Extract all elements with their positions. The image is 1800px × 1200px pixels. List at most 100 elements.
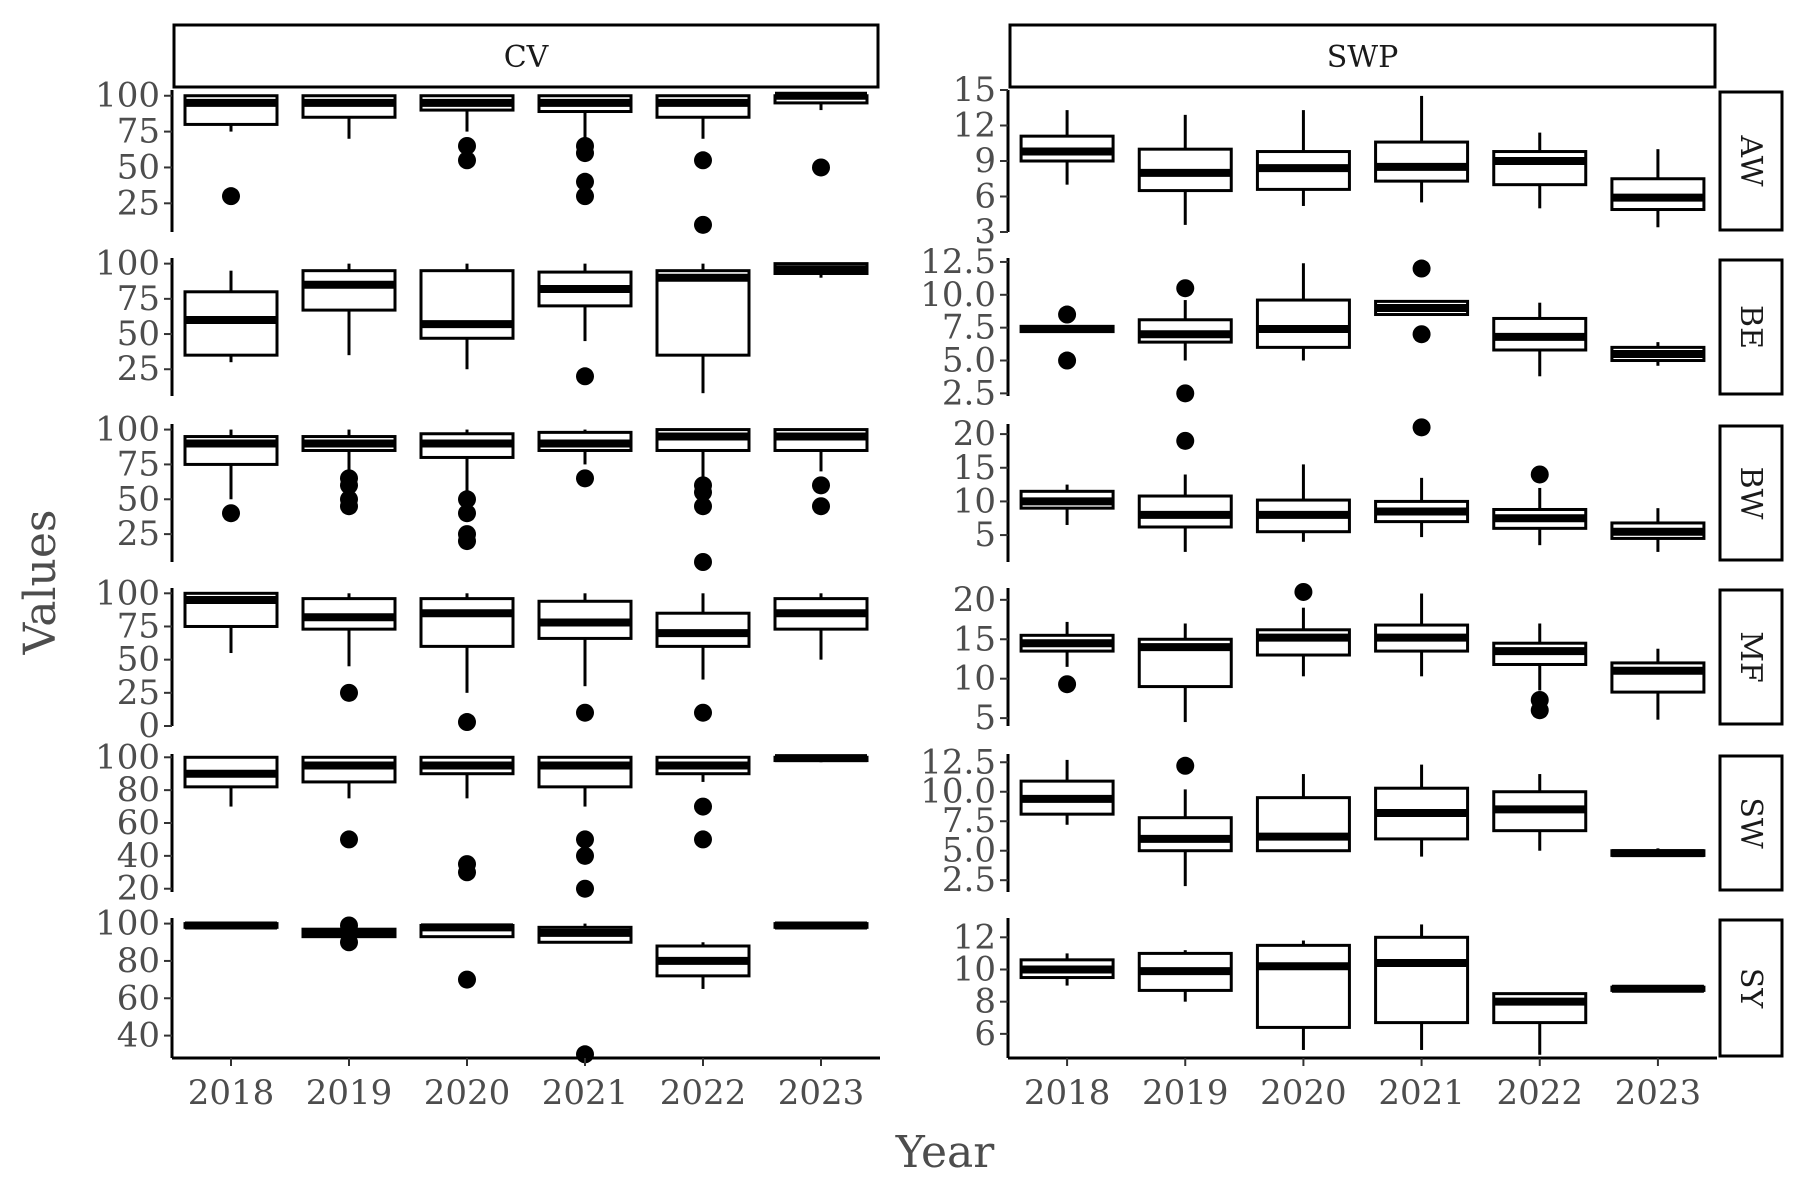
strip-label: CV [504, 40, 550, 75]
box-swp-sw-2020 [1255, 774, 1351, 853]
box-swp-mf-2022 [1492, 623, 1588, 720]
box-swp-sy-2023 [1610, 984, 1706, 993]
x-axis-title: Year [895, 1127, 995, 1178]
iqr-box [1255, 628, 1351, 657]
box-cv-bw-2023 [773, 428, 869, 516]
box-swp-bw-2018 [1019, 484, 1115, 525]
x-tick-label: 2022 [660, 1073, 747, 1113]
outlier-point [340, 490, 358, 509]
box-cv-aw-2021 [537, 94, 633, 206]
box-cv-bw-2021 [537, 429, 633, 488]
box-swp-bw-2021 [1374, 418, 1470, 538]
iqr-box [301, 755, 397, 784]
y-tick-label: 60 [117, 803, 160, 843]
y-tick-label: 25 [117, 514, 160, 554]
box-cv-aw-2022 [655, 94, 751, 234]
box-cv-be-2020 [419, 263, 515, 370]
box-swp-sw-2022 [1492, 774, 1588, 851]
y-tick-label: 3 [974, 212, 996, 252]
box-swp-be-2018 [1019, 305, 1115, 370]
outlier-point [576, 172, 594, 191]
outlier-point [1412, 259, 1431, 278]
outlier-point [694, 215, 712, 234]
y-tick-label: 15 [953, 448, 996, 488]
box-swp-bw-2022 [1492, 465, 1588, 546]
y-tick-label: 80 [117, 770, 160, 810]
outlier-point [576, 879, 594, 898]
outlier-point [1058, 305, 1077, 324]
y-tick-label: 12.5 [920, 742, 996, 782]
y-tick-label: 10.0 [920, 275, 996, 315]
outlier-point [340, 683, 358, 702]
outlier-point [1176, 279, 1195, 298]
box-cv-sw-2019 [301, 755, 397, 849]
box-cv-sy-2019 [301, 916, 397, 952]
outlier-point [458, 855, 476, 874]
outlier-point [1176, 756, 1195, 775]
panel-swp-sw: 2.55.07.510.012.5 [920, 742, 1706, 900]
x-tick-label: 2019 [306, 1073, 393, 1113]
outlier-point [340, 469, 358, 488]
y-tick-label: 20 [953, 580, 996, 620]
box-swp-sw-2018 [1019, 759, 1115, 825]
outlier-point [1530, 465, 1549, 484]
box-cv-bw-2018 [183, 429, 279, 523]
y-tick-label: 75 [117, 279, 160, 319]
y-tick-label: 50 [117, 479, 160, 519]
y-tick-label: 50 [117, 640, 160, 680]
outlier-point [1176, 384, 1195, 403]
strip-label: MF [1733, 631, 1768, 683]
column-strip-swp: SWP [1008, 23, 1717, 89]
y-tick-label: 40 [117, 836, 160, 876]
outlier-point [812, 497, 830, 516]
box-swp-bw-2023 [1610, 508, 1706, 552]
box-swp-be-2020 [1255, 263, 1351, 361]
box-cv-sy-2023 [773, 921, 869, 930]
y-tick-label: 100 [95, 573, 160, 613]
iqr-box [1492, 150, 1588, 187]
y-tick-label: 75 [117, 112, 160, 152]
y-tick-label: 6 [974, 1014, 996, 1054]
box-cv-sy-2021 [537, 923, 633, 1064]
outlier-point [812, 476, 830, 495]
outlier-point [458, 504, 476, 523]
strips-layer: CV SWP AW BE BW MF SW SY [172, 23, 1784, 1058]
box-cv-be-2019 [301, 263, 397, 356]
strip-label: AW [1733, 134, 1768, 186]
outlier-point [340, 830, 358, 849]
y-tick-label: 20 [953, 414, 996, 454]
box-swp-mf-2020 [1255, 582, 1351, 677]
y-tick-label: 100 [95, 904, 160, 944]
box-cv-sy-2022 [655, 942, 751, 989]
strip-box [1008, 23, 1717, 89]
y-tick-label: 75 [117, 606, 160, 646]
box-cv-mf-2019 [301, 593, 397, 702]
box-cv-sw-2023 [773, 754, 869, 763]
box-cv-sy-2018 [183, 921, 279, 930]
box-cv-aw-2018 [183, 94, 279, 206]
box-cv-aw-2020 [419, 94, 515, 170]
y-tick-label: 5 [974, 515, 996, 555]
outlier-point [694, 830, 712, 849]
box-cv-sw-2021 [537, 755, 633, 898]
x-axes-layer: 2018 2019 2020 2021 2022 2023 2018 2019 2020 2021… [172, 1056, 1717, 1113]
y-tick-label: 7.5 [942, 801, 996, 841]
box-swp-be-2019 [1137, 279, 1233, 403]
iqr-box [419, 597, 515, 648]
box-cv-sw-2018 [183, 755, 279, 807]
box-cv-mf-2022 [655, 593, 751, 722]
y-tick-label: 60 [117, 978, 160, 1018]
outlier-point [1412, 325, 1431, 344]
row-strip-sw: SW [1718, 754, 1784, 892]
y-tick-label: 20 [117, 869, 160, 909]
box-cv-aw-2019 [301, 94, 397, 139]
outlier-point [576, 846, 594, 865]
x-tick-label: 2022 [1496, 1073, 1583, 1113]
box-cv-mf-2020 [419, 593, 515, 732]
outlier-point [1294, 582, 1313, 601]
box-swp-aw-2021 [1374, 95, 1470, 203]
outlier-point [694, 476, 712, 495]
outlier-point [1058, 675, 1077, 694]
